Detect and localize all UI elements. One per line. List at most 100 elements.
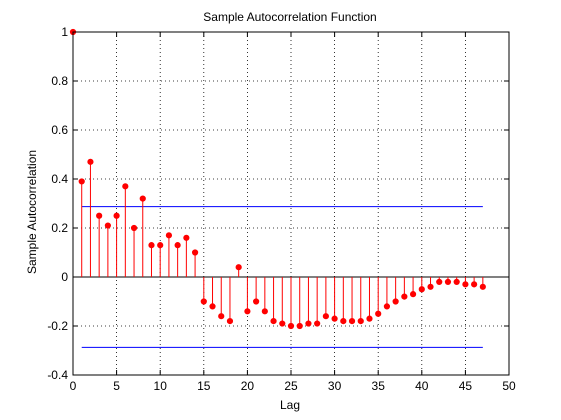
stem-lag-11 [165,232,173,277]
stem-marker [122,183,129,190]
stem-lag-43 [444,277,452,285]
stem-lag-24 [279,277,286,327]
stem-marker [139,195,146,202]
x-axis-label: Lag [280,398,300,412]
stem-lag-7 [130,224,138,277]
stem-lag-40 [418,277,425,293]
stem-marker [314,320,321,327]
stem-lag-26 [296,277,303,330]
stem-lag-14 [191,249,199,277]
stem-marker [113,212,120,219]
y-tick-label: -0.4 [47,368,68,382]
stem-marker [270,318,277,325]
stem-lag-17 [218,277,225,320]
x-tick-label: 5 [113,379,120,393]
stem-lag-19 [235,264,242,277]
y-tick-label: 0.4 [51,172,68,186]
stem-marker [174,242,181,249]
stem-lag-22 [261,277,268,315]
stem-lag-18 [226,277,234,325]
confidence-bounds [81,206,483,348]
stem-marker [244,308,251,315]
stem-lag-2 [87,158,94,277]
stem-marker [418,286,425,293]
stem-marker [87,158,94,165]
stem-lag-13 [183,234,190,277]
x-tick-label: 15 [197,379,211,393]
stem-lag-30 [331,277,338,322]
stem-lag-41 [427,277,434,290]
y-tick-label: 0.2 [51,221,68,235]
stem-marker [401,293,408,300]
stem-marker [209,303,216,310]
stem-lag-29 [322,277,329,320]
stem-marker [78,178,85,185]
stem-marker [235,264,242,271]
stem-lag-23 [270,277,277,325]
x-tick-label: 10 [154,379,168,393]
stem-marker [322,313,329,320]
stem-marker [279,320,286,327]
stem-marker [471,281,478,288]
stem-lag-3 [96,212,103,277]
stem-lag-25 [287,277,295,330]
stem-lag-35 [375,277,382,317]
stem-marker [253,298,260,305]
stem-lag-39 [409,277,417,298]
stem-lag-5 [113,212,120,277]
stem-lag-36 [383,277,391,310]
stem-lag-16 [209,277,216,310]
stem-lag-12 [174,242,181,277]
stem-marker [226,318,234,325]
stem-lag-34 [366,277,373,322]
stem-marker [366,315,373,322]
stem-marker [296,322,303,330]
y-axis-ticks: -0.4 -0.2 0 0.2 0.4 0.6 0.8 1 [47,25,509,382]
y-axis-label: Sample Autocorrelation [25,150,39,274]
stem-marker [479,283,486,290]
stem-lag-21 [253,277,260,305]
y-tick-label: 0 [61,270,68,284]
stem-marker [287,322,295,330]
stem-lag-4 [104,222,111,277]
stem-marker [348,318,356,325]
stem-lag-9 [148,242,155,277]
stem-lag-44 [453,277,460,285]
stem-marker [453,278,460,285]
stem-lag-38 [401,277,408,300]
stem-lag-31 [340,277,347,325]
y-tick-label: 1 [61,25,68,39]
stem-marker [331,315,338,322]
stem-marker [148,242,155,249]
stem-lag-32 [348,277,356,325]
stem-lag-47 [479,277,486,290]
x-tick-label: 20 [241,379,255,393]
stem-marker [96,212,103,219]
stem-lag-28 [314,277,321,327]
stem-marker [183,234,190,241]
x-tick-label: 40 [415,379,429,393]
stem-marker [462,281,469,288]
stem-lag-8 [139,195,146,277]
stem-lag-20 [244,277,251,315]
stem-marker [409,291,417,298]
x-axis-ticks: 0 5 10 15 20 25 30 35 40 45 50 [70,32,516,393]
stem-marker [444,278,452,285]
stem-lag-27 [305,277,312,327]
chart-title: Sample Autocorrelation Function [203,10,376,24]
stem-marker [436,278,443,285]
stem-series [69,28,486,330]
stem-lag-10 [157,242,164,277]
stem-marker [165,232,173,239]
stem-marker [130,224,138,232]
y-tick-label: 0.8 [51,74,68,88]
stem-lag-42 [436,277,443,285]
stem-marker [375,310,382,317]
stem-marker [383,303,391,310]
stem-lag-15 [200,277,207,305]
stem-lag-6 [122,183,129,277]
stem-lag-33 [357,277,364,325]
stem-marker [218,313,225,320]
y-tick-label: -0.2 [47,319,68,333]
